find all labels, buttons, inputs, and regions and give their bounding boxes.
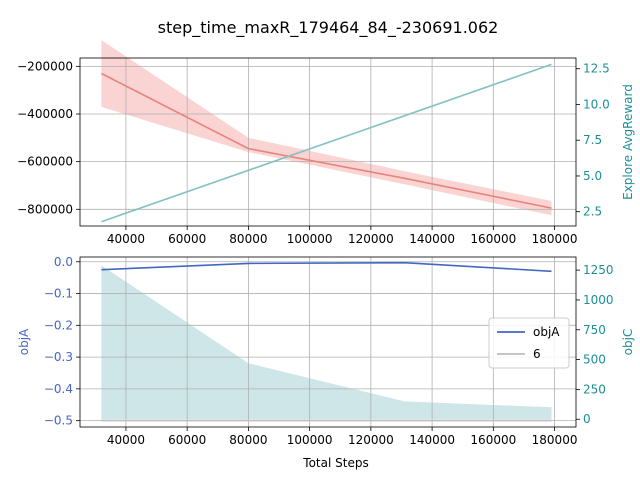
x-tick-label: 160000 [470,232,516,246]
panel-bottom: 40000 60000 80000 100000 120000 140000 160000 1… [17,255,635,470]
x-tick-label: 140000 [409,232,455,246]
y-left-tick-label: −600000 [17,155,73,169]
series-left-line [101,72,552,209]
x-tick-label: 60000 [168,232,206,246]
panels: 40000 60000 80000 100000 120000 140000 160000 1… [17,40,635,470]
y-right-tick-label: 2.5 [583,205,602,219]
y-left-tick-label: −0.5 [44,414,73,428]
legend-label: objA [533,325,560,339]
x-axis-label: Total Steps [302,456,368,470]
y-left-axis-label: objA [17,328,31,355]
y-right-tick-label: 1250 [583,263,614,277]
x-tick-label: 160000 [470,433,516,447]
panel-top: 40000 60000 80000 100000 120000 140000 160000 1… [17,40,635,246]
axes-frame [79,256,577,428]
x-tick-label: 40000 [107,232,145,246]
x-tick-label: 140000 [409,433,455,447]
x-tick-label: 120000 [348,433,394,447]
x-tick-label: 40000 [107,433,145,447]
y-right-tick-label: 1000 [583,293,614,307]
x-tick-label: 100000 [287,232,333,246]
y-right-tick-label: 12.5 [583,62,610,76]
y-right-tick-label: 10.0 [583,97,610,111]
grid [80,58,576,226]
y-right-tick-label: 250 [583,382,606,396]
y-left-tick-label: 0.0 [54,255,73,269]
y-left-tick-label: −0.1 [44,287,73,301]
x-tick-label: 180000 [532,433,578,447]
legend: objA 6 [488,317,570,369]
y-left-tick-label: −200000 [17,59,73,73]
confidence-band [101,40,552,216]
y-right-tick-label: 750 [583,323,606,337]
objC-area [101,265,552,420]
y-right-tick-label: 7.5 [583,133,602,147]
y-left-tick-label: −400000 [17,107,73,121]
y-right-tick-label: 0 [583,412,591,426]
x-tick-label: 80000 [229,433,267,447]
figure-title: step_time_maxR_179464_84_-230691.062 [158,18,499,38]
y-right-tick-label: 5.0 [583,169,602,183]
x-tick-label: 180000 [532,232,578,246]
x-tick-label: 60000 [168,433,206,447]
legend-label: 6 [533,347,541,361]
series-objA-line [101,261,552,273]
x-tick-label: 120000 [348,232,394,246]
legend-box [488,317,570,369]
axes-frame [79,57,577,227]
y-right-tick-label: 500 [583,353,606,367]
y-left-tick-label: −0.3 [44,350,73,364]
y-right-axis-label: Explore AvgReward [621,84,635,200]
y-right-axis-label: objC [621,329,635,356]
y-left-tick-label: −800000 [17,202,73,216]
series-right-line [101,63,552,223]
x-tick-label: 100000 [287,433,333,447]
y-left-tick-label: −0.2 [44,318,73,332]
y-left-tick-label: −0.4 [44,382,73,396]
x-tick-label: 80000 [229,232,267,246]
